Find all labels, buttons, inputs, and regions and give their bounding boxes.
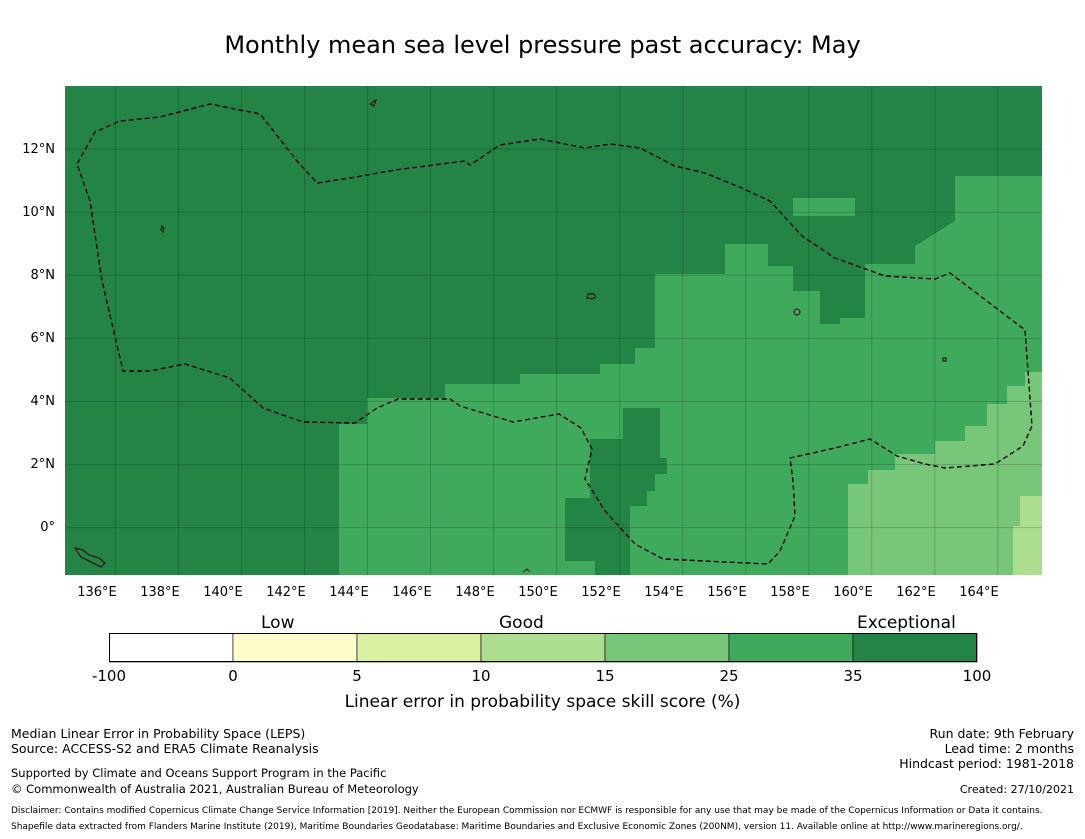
skill-region-exceptional-patch: [768, 176, 955, 324]
x-tick-154e: 154°E: [644, 585, 684, 600]
colorbar-tick-15: 15: [595, 667, 615, 685]
colorbar-tick-0: 0: [228, 667, 238, 685]
island-manus: [522, 568, 531, 573]
x-tick-152e: 152°E: [581, 585, 621, 600]
island-new-guinea-coast: [73, 547, 106, 568]
colorbar-tick-10: 10: [471, 667, 491, 685]
island-kosrae: [942, 357, 947, 362]
skill-region-fair: [1013, 496, 1042, 575]
colorbar-tick-35: 35: [843, 667, 863, 685]
footer-source: Source: ACCESS-S2 and ERA5 Climate Reana…: [11, 741, 319, 756]
footer-hindcast: Hindcast period: 1981-2018: [899, 756, 1074, 771]
skill-region-exceptional-patch-south: [565, 408, 667, 575]
y-tick-4n: 4°N: [30, 394, 56, 409]
colorbar-bin-3: [480, 633, 606, 663]
colorbar-tick-100: 100: [962, 667, 992, 685]
x-tick-160e: 160°E: [833, 585, 873, 600]
colorbar-tick-neg100: -100: [91, 667, 127, 685]
x-tick-142e: 142°E: [266, 585, 306, 600]
x-tick-164e: 164°E: [959, 585, 999, 600]
eez-boundary: [76, 103, 1033, 565]
x-tick-162e: 162°E: [896, 585, 936, 600]
colorbar-category-good: Good: [499, 613, 544, 633]
y-tick-2n: 2°N: [30, 457, 56, 472]
footer-shapefile-credit: Shapefile data extracted from Flanders M…: [11, 822, 1023, 832]
x-tick-150e: 150°E: [518, 585, 558, 600]
colorbar-label: Linear error in probability space skill …: [344, 692, 741, 712]
y-tick-12n: 12°N: [22, 142, 55, 157]
skill-region-good-high: [339, 176, 1042, 575]
footer-run-date: Run date: 9th February: [929, 726, 1074, 741]
footer-support: Supported by Climate and Oceans Support …: [11, 766, 387, 780]
chart-title: Monthly mean sea level pressure past acc…: [224, 31, 861, 59]
colorbar-bin-4: [604, 633, 730, 663]
colorbar-bin-2: [356, 633, 482, 663]
footer-copyright: © Commonwealth of Australia 2021, Austra…: [11, 782, 419, 796]
y-tick-0: 0°: [40, 520, 55, 535]
footer-disclaimer: Disclaimer: Contains modified Copernicus…: [11, 806, 1043, 816]
colorbar-bin-1: [232, 633, 358, 663]
x-tick-146e: 146°E: [392, 585, 432, 600]
island-yap: [160, 225, 165, 233]
footer-method: Median Linear Error in Probability Space…: [11, 726, 306, 741]
colorbar-bin-0: [109, 633, 234, 663]
colorbar-category-low: Low: [261, 613, 295, 633]
footer-lead-time: Lead time: 2 months: [944, 741, 1074, 756]
x-tick-158e: 158°E: [770, 585, 810, 600]
island-pohnpei: [793, 308, 801, 316]
colorbar-category-exceptional: Exceptional: [857, 613, 956, 633]
x-tick-148e: 148°E: [455, 585, 495, 600]
footer-created: Created: 27/10/2021: [959, 783, 1074, 796]
island-chuuk: [586, 293, 597, 300]
x-tick-156e: 156°E: [707, 585, 747, 600]
x-tick-144e: 144°E: [329, 585, 369, 600]
graticule: [65, 86, 1042, 575]
x-tick-140e: 140°E: [203, 585, 243, 600]
colorbar-tick-25: 25: [719, 667, 739, 685]
colorbar-bin-6: [852, 633, 978, 663]
x-tick-136e: 136°E: [77, 585, 117, 600]
y-tick-10n: 10°N: [22, 205, 55, 220]
colorbar: [109, 633, 978, 663]
island-ngulu: [369, 98, 377, 107]
island-outlines: [73, 98, 947, 573]
y-tick-6n: 6°N: [30, 331, 56, 346]
y-tick-8n: 8°N: [30, 268, 56, 283]
colorbar-frame: [109, 633, 977, 662]
colorbar-bin-5: [728, 633, 854, 663]
skill-region-good: [848, 372, 1042, 575]
x-tick-138e: 138°E: [140, 585, 180, 600]
colorbar-tick-5: 5: [352, 667, 362, 685]
map-svg: [65, 86, 1042, 575]
skill-map: [65, 86, 1042, 575]
